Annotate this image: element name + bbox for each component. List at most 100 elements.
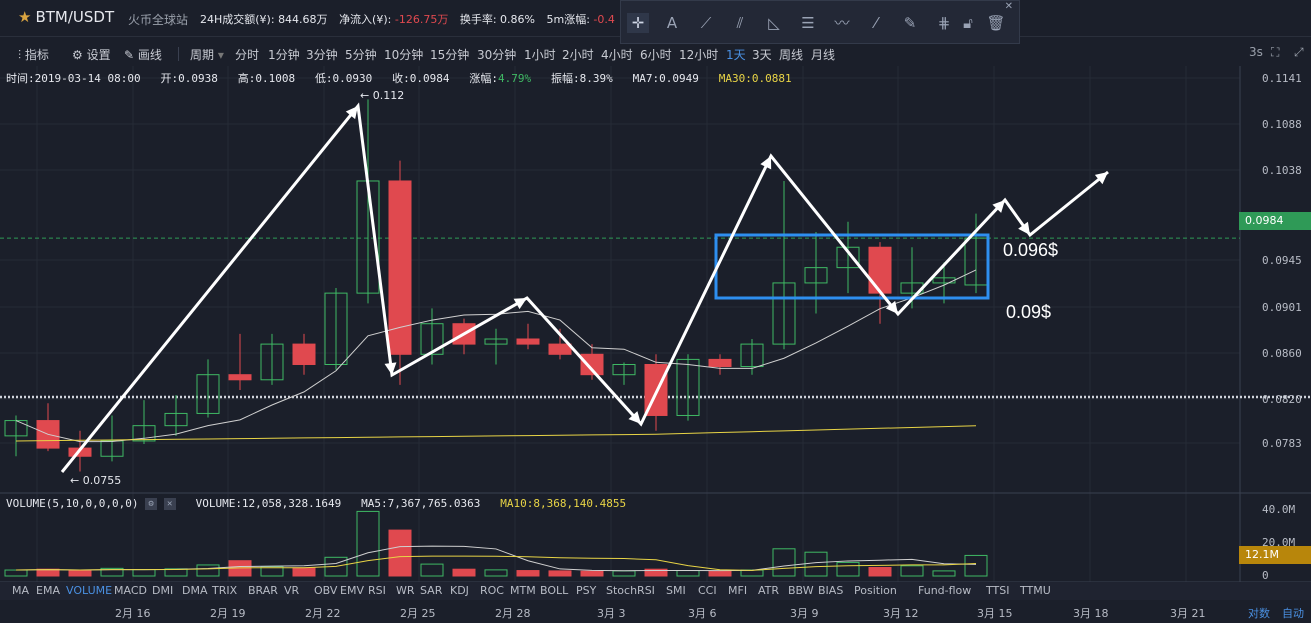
period-tab[interactable]: 5分钟: [345, 48, 377, 62]
indicator-tab-atr[interactable]: ATR: [758, 584, 780, 597]
refresh-interval[interactable]: 3s: [1249, 45, 1263, 59]
indicator-tab-macd[interactable]: MACD: [114, 584, 147, 597]
fibonacci-icon[interactable]: ☰: [801, 14, 815, 32]
period-tab[interactable]: 1小时: [524, 48, 556, 62]
indicator-tab-kdj[interactable]: KDJ: [450, 584, 469, 597]
settings-icon[interactable]: ⚙: [145, 498, 158, 510]
candle-body: [676, 358, 700, 416]
wave-icon[interactable]: 〰: [834, 14, 850, 32]
indicator-tab-dma[interactable]: DMA: [182, 584, 208, 597]
period-tab[interactable]: 4小时: [601, 48, 633, 62]
log-scale-toggle[interactable]: 对数: [1248, 607, 1270, 620]
volume-bar: [164, 568, 188, 577]
text-tool-icon[interactable]: A: [666, 14, 678, 32]
ma30-line: [15, 425, 977, 442]
indicator-tab-trix[interactable]: TRIX: [212, 584, 238, 597]
candle-body: [772, 282, 796, 345]
info-amplitude: 振幅:8.39%: [551, 72, 613, 85]
draw-button[interactable]: ✎ 画线: [124, 46, 162, 63]
indicator-tab-bbw[interactable]: BBW: [788, 584, 814, 597]
period-tab[interactable]: 周线: [779, 48, 804, 62]
indicator-tab-rsi[interactable]: RSI: [368, 584, 386, 597]
chevron-down-icon: ▾: [217, 48, 224, 62]
crosshair-icon[interactable]: ✛: [627, 13, 649, 33]
volume-24h-label: 24H成交额(¥):: [200, 13, 275, 26]
indicator-tool-icon[interactable]: ⋕: [937, 14, 951, 32]
indicator-tab-mfi[interactable]: MFI: [728, 584, 748, 597]
indicator-tab-roc[interactable]: ROC: [480, 584, 504, 597]
indicator-tab-volume[interactable]: VOLUME: [66, 584, 113, 597]
indicator-tab-sar[interactable]: SAR: [420, 584, 443, 597]
volume-bar: [356, 510, 380, 577]
period-tab[interactable]: 分时: [235, 48, 260, 62]
info-high: 高:0.1008: [237, 72, 296, 85]
triangle-icon[interactable]: ◺: [768, 14, 780, 32]
indicator-tab-psy[interactable]: PSY: [576, 584, 597, 597]
indicator-tab-fund-flow[interactable]: Fund-flow: [918, 584, 972, 597]
trend-line-icon[interactable]: ⟋: [700, 14, 712, 32]
period-tab[interactable]: 12小时: [679, 48, 719, 62]
indicator-tab-mtm[interactable]: MTM: [510, 584, 536, 597]
price-tick: 0.0783: [1262, 437, 1302, 450]
arrow-head: [760, 156, 772, 170]
lock-icon[interactable]: 🔓︎: [963, 14, 973, 32]
gear-icon: ⚙: [72, 48, 83, 62]
indicator-tab-vr[interactable]: VR: [284, 584, 300, 597]
ohlc-info-bar: 时间:2019-03-14 08:00 开:0.0938 高:0.1008 低:…: [6, 70, 792, 86]
indicator-tab-stochrsi[interactable]: StochRSI: [606, 584, 655, 597]
indicator-button[interactable]: ⫶ 指标: [18, 46, 49, 63]
indicator-tab-obv[interactable]: OBV: [314, 584, 338, 597]
indicator-tab-boll[interactable]: BOLL: [540, 584, 569, 597]
ruler-icon[interactable]: ⁄: [874, 14, 878, 32]
period-tab[interactable]: 6小时: [640, 48, 672, 62]
indicator-tab-position[interactable]: Position: [854, 584, 897, 597]
period-tab[interactable]: 15分钟: [430, 48, 470, 62]
volume-tick: 20.0M: [1262, 536, 1296, 549]
candle-body: [548, 343, 572, 355]
period-tab[interactable]: 月线: [811, 48, 836, 62]
indicator-tab-smi[interactable]: SMI: [666, 584, 686, 597]
candle-body: [100, 440, 124, 457]
settings-button[interactable]: ⚙ 设置: [72, 46, 111, 63]
period-tab[interactable]: 1分钟: [268, 48, 300, 62]
indicator-tab-dmi[interactable]: DMI: [152, 584, 174, 597]
indicator-tab-bias[interactable]: BIAS: [818, 584, 844, 597]
volume-tick: 0: [1262, 569, 1269, 582]
trash-icon[interactable]: 🗑︎: [986, 14, 1006, 32]
candle-body: [196, 374, 220, 414]
period-tab[interactable]: 3天: [752, 48, 772, 62]
close-icon[interactable]: ✕: [163, 498, 176, 510]
auto-scale-toggle[interactable]: 自动: [1282, 607, 1304, 620]
volume-title: VOLUME(5,10,0,0,0,0): [6, 497, 139, 510]
indicator-tab-wr[interactable]: WR: [396, 584, 415, 597]
indicator-tab-cci[interactable]: CCI: [698, 584, 717, 597]
indicator-tab-ttmu[interactable]: TTMU: [1020, 584, 1051, 597]
period-tab-active[interactable]: 1天: [726, 48, 746, 62]
indicator-tab-ma[interactable]: MA: [12, 584, 30, 597]
fullscreen-icon[interactable]: ⛶: [1271, 45, 1280, 59]
candle-body: [388, 180, 412, 355]
price-tick: 0.0945: [1262, 254, 1302, 267]
period-dropdown[interactable]: 周期 ▾: [190, 46, 224, 63]
volume-tick: 40.0M: [1262, 503, 1296, 516]
favorite-star-icon[interactable]: ★: [18, 8, 32, 26]
indicator-tab-emv[interactable]: EMV: [340, 584, 364, 597]
pair-title[interactable]: ★ BTM/USDT: [18, 8, 114, 26]
channel-icon[interactable]: ⫽: [736, 14, 744, 32]
period-tab[interactable]: 10分钟: [384, 48, 424, 62]
arrow-head: [384, 362, 397, 375]
candle-body: [804, 267, 828, 284]
arrow-head: [345, 106, 358, 120]
brush-icon[interactable]: ✎: [903, 14, 917, 32]
volume-bar: [964, 554, 988, 577]
close-icon[interactable]: ✕: [1004, 1, 1013, 12]
indicator-tab-ema[interactable]: EMA: [36, 584, 60, 597]
period-tab[interactable]: 2小时: [562, 48, 594, 62]
indicator-tab-ttsi[interactable]: TTSI: [986, 584, 1010, 597]
period-tab[interactable]: 30分钟: [477, 48, 517, 62]
indicator-tab-brar[interactable]: BRAR: [248, 584, 278, 597]
kline-chart[interactable]: [0, 66, 1311, 623]
period-tab[interactable]: 3分钟: [306, 48, 338, 62]
candle-body: [740, 343, 764, 368]
expand-icon[interactable]: ⤢: [1294, 45, 1304, 59]
